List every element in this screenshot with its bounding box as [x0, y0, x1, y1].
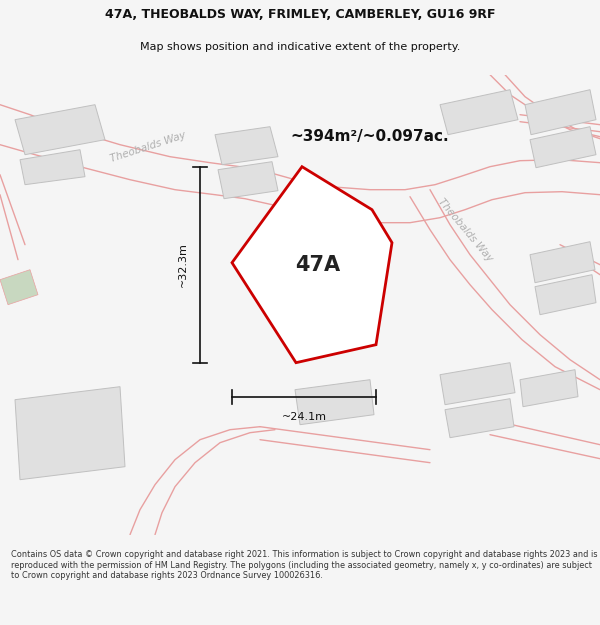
Text: 47A, THEOBALDS WAY, FRIMLEY, CAMBERLEY, GU16 9RF: 47A, THEOBALDS WAY, FRIMLEY, CAMBERLEY, … [105, 8, 495, 21]
Polygon shape [20, 149, 85, 185]
Polygon shape [445, 399, 514, 437]
Polygon shape [232, 167, 392, 362]
Polygon shape [15, 104, 105, 154]
Polygon shape [535, 275, 596, 315]
Polygon shape [215, 127, 278, 164]
Polygon shape [295, 379, 374, 425]
Polygon shape [440, 89, 518, 134]
Polygon shape [530, 127, 596, 168]
Text: Map shows position and indicative extent of the property.: Map shows position and indicative extent… [140, 42, 460, 52]
Text: ~394m²/~0.097ac.: ~394m²/~0.097ac. [290, 129, 449, 144]
Text: Theobalds Way: Theobalds Way [109, 130, 187, 164]
Text: Contains OS data © Crown copyright and database right 2021. This information is : Contains OS data © Crown copyright and d… [11, 550, 597, 580]
Text: Theobalds Way: Theobalds Way [436, 196, 494, 263]
Text: ~32.3m: ~32.3m [178, 242, 188, 287]
Text: 47A: 47A [295, 255, 341, 275]
Polygon shape [520, 369, 578, 407]
Text: ~24.1m: ~24.1m [281, 412, 326, 422]
Polygon shape [525, 89, 596, 134]
Polygon shape [15, 387, 125, 480]
Polygon shape [440, 362, 515, 405]
Polygon shape [218, 162, 278, 199]
Polygon shape [0, 270, 38, 304]
Polygon shape [530, 242, 595, 282]
